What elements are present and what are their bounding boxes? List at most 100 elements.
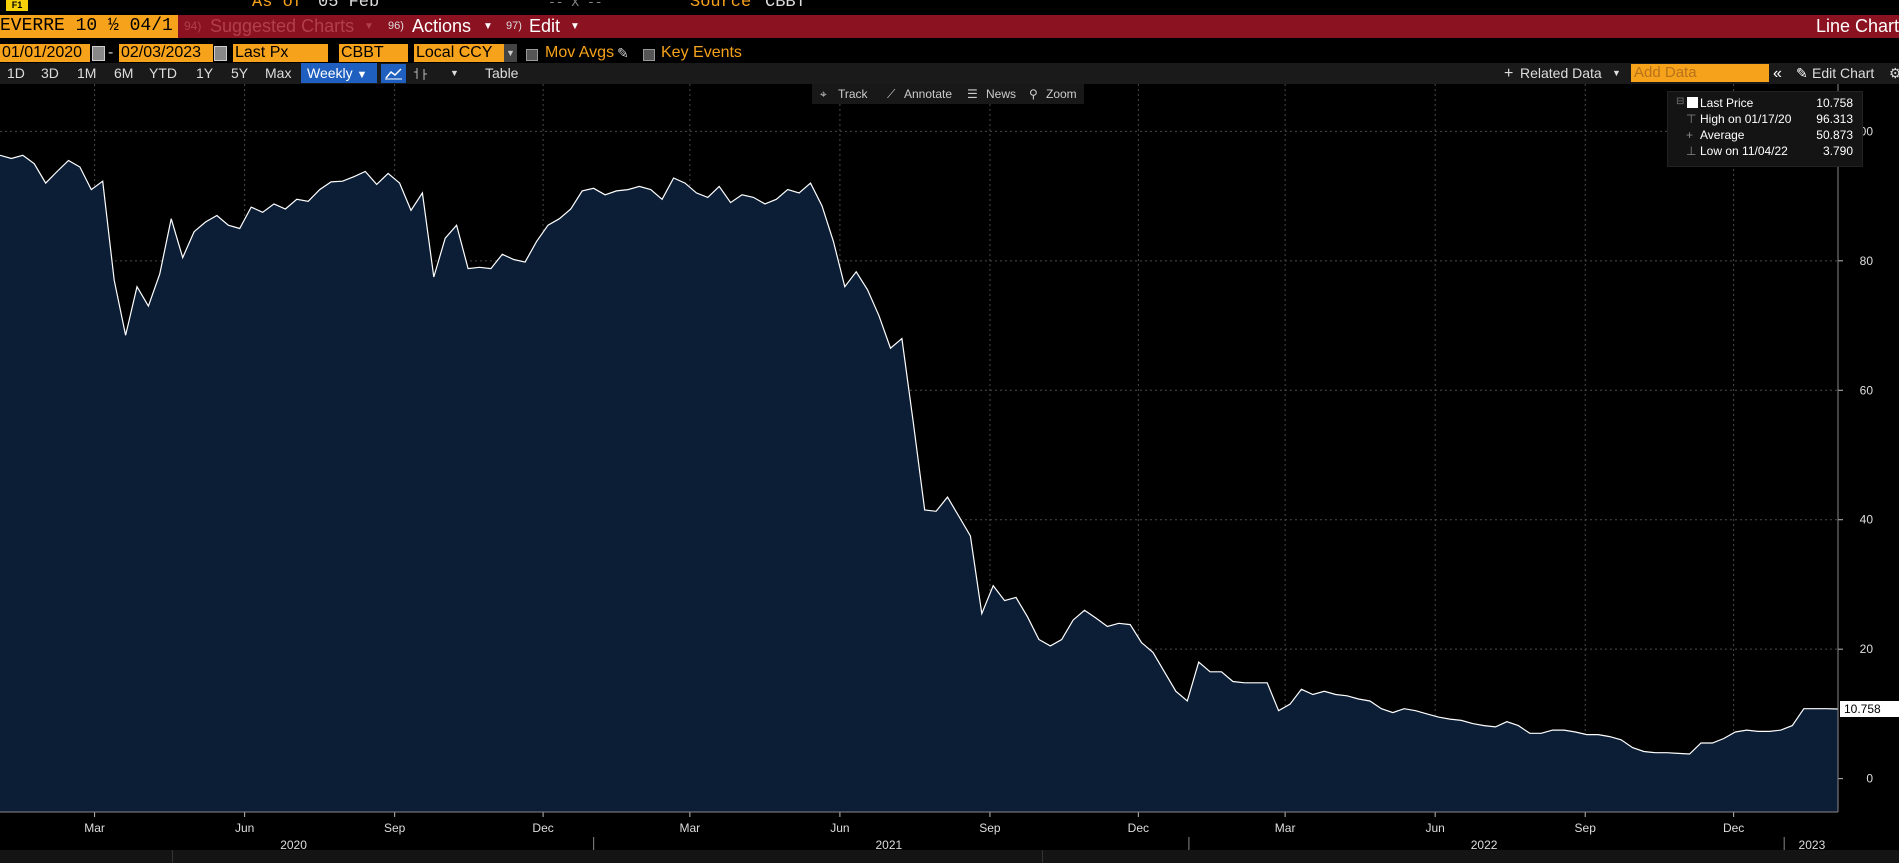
key-events-label[interactable]: Key Events: [661, 44, 742, 61]
news-icon: ☰: [967, 87, 978, 101]
legend-low-value: 3.790: [1822, 144, 1853, 158]
start-date-input[interactable]: 01/01/2020: [0, 44, 90, 62]
line-chart-icon[interactable]: [381, 64, 406, 83]
chart-tools-bar: [812, 84, 1084, 104]
range-1m-button[interactable]: 1M: [77, 65, 97, 81]
legend-average-label: Average: [1700, 128, 1745, 142]
x-tick-label: Sep: [1575, 821, 1597, 835]
average-marker-icon: +: [1686, 128, 1694, 142]
key-events-checkbox[interactable]: [643, 49, 655, 61]
x-tick-label: Jun: [830, 821, 849, 835]
edit-menu[interactable]: Edit: [529, 16, 561, 36]
crosshair-icon: ⌖: [820, 87, 827, 101]
chevron-down-icon: ▼: [483, 21, 493, 32]
table-button[interactable]: Table: [485, 65, 519, 81]
price-chart[interactable]: 02040608010010.758 MarJunSepDecMarJunSep…: [0, 84, 1899, 850]
zoom-icon: ⚲: [1029, 87, 1038, 101]
add-data-input[interactable]: Add Data: [1631, 64, 1769, 82]
collapse-legend-icon[interactable]: ⊟: [1676, 96, 1685, 107]
x-tick-label: Jun: [235, 821, 254, 835]
date-separator: -- X --: [548, 0, 603, 10]
calendar-icon[interactable]: [214, 46, 227, 61]
suggested-charts-number: 94): [184, 19, 202, 33]
chevron-down-icon[interactable]: ▼: [450, 68, 459, 78]
chevron-down-icon: ▼: [356, 69, 368, 81]
chevron-down-icon: ▼: [364, 21, 374, 32]
track-button[interactable]: Track: [838, 87, 868, 101]
y-tick-label: 80: [1860, 254, 1874, 268]
range-1y-button[interactable]: 1Y: [196, 65, 214, 81]
annotate-button[interactable]: Annotate: [904, 87, 953, 101]
chart-type-label[interactable]: Line Chart: [1815, 16, 1899, 36]
title-bar: [0, 15, 1899, 38]
x-tick-label: Sep: [979, 821, 1001, 835]
price-line: [0, 154, 1839, 755]
last-value-tag-bg: [1840, 701, 1899, 718]
function-key-badge: F1: [6, 0, 28, 11]
chevron-down-icon: ▼: [1612, 68, 1621, 78]
collapse-icon[interactable]: «: [1773, 65, 1782, 82]
y-tick-label: 40: [1860, 513, 1874, 527]
chart-legend[interactable]: [1667, 91, 1863, 167]
y-tick-label: 0: [1866, 772, 1873, 786]
range-toolbar: [0, 63, 1899, 84]
suggested-charts-menu[interactable]: Suggested Charts: [210, 16, 355, 36]
bottom-status-bar: [0, 850, 1899, 863]
zoom-button[interactable]: Zoom: [1046, 87, 1077, 101]
range-6m-button[interactable]: 6M: [114, 65, 134, 81]
news-button[interactable]: News: [986, 87, 1017, 101]
as-of-date: 05 Feb: [318, 0, 380, 12]
legend-last-price-label: Last Price: [1700, 96, 1754, 110]
edit-chart-button[interactable]: Edit Chart: [1812, 65, 1875, 81]
chevron-down-icon: ▼: [570, 21, 580, 32]
year-label: 2020: [280, 838, 307, 850]
mov-avgs-label[interactable]: Mov Avgs: [545, 44, 615, 61]
x-tick-label: Dec: [1128, 821, 1149, 835]
range-3d-button[interactable]: 3D: [41, 65, 59, 81]
range-max-button[interactable]: Max: [265, 65, 292, 81]
year-label: 2023: [1799, 838, 1826, 850]
calendar-icon[interactable]: [92, 46, 105, 61]
actions-number: 96): [388, 20, 404, 32]
legend-last-price-value: 10.758: [1816, 96, 1853, 110]
high-marker-icon: ⊤: [1686, 112, 1697, 126]
x-tick-label: Jun: [1425, 821, 1444, 835]
pencil-icon[interactable]: ✎: [617, 45, 629, 61]
x-tick-label: Mar: [84, 821, 105, 835]
currency-select[interactable]: Local CCY: [414, 44, 505, 62]
year-label: 2021: [875, 838, 902, 850]
x-tick-label: Sep: [384, 821, 406, 835]
as-of-label: As of: [252, 0, 304, 12]
bar-chart-icon[interactable]: [411, 64, 431, 83]
security-ticker-field[interactable]: EVERRE 10 ½ 04/1: [0, 15, 178, 38]
price-field-select[interactable]: Last Px: [233, 44, 328, 62]
range-ytd-button[interactable]: YTD: [149, 65, 177, 81]
range-5y-button[interactable]: 5Y: [231, 65, 249, 81]
chevron-down-icon[interactable]: ▼: [504, 44, 517, 62]
frequency-select[interactable]: Weekly ▼: [301, 63, 377, 83]
x-tick-label: Mar: [680, 821, 701, 835]
source-value: CBBT: [765, 0, 806, 12]
y-tick-label: 20: [1860, 642, 1874, 656]
pricing-source-select[interactable]: CBBT: [339, 44, 408, 62]
x-tick-label: Mar: [1275, 821, 1296, 835]
end-date-input[interactable]: 02/03/2023: [119, 44, 213, 62]
x-tick-label: Dec: [532, 821, 553, 835]
low-marker-icon: ⊥: [1686, 144, 1697, 158]
mov-avgs-checkbox[interactable]: [526, 49, 538, 61]
legend-average-value: 50.873: [1816, 128, 1853, 142]
year-label: 2022: [1471, 838, 1498, 850]
date-range-dash: -: [108, 44, 114, 61]
gear-icon[interactable]: ⚙: [1889, 65, 1899, 81]
actions-menu[interactable]: Actions: [412, 16, 472, 36]
related-data-menu[interactable]: Related Data: [1520, 65, 1602, 81]
price-area-fill: [0, 155, 1838, 813]
x-tick-label: Dec: [1723, 821, 1744, 835]
edit-number: 97): [506, 20, 522, 32]
x-axis: Mar Jun Sep Dec Mar Jun Sep Dec Mar Jun Sep Dec 2020…: [0, 811, 1838, 850]
range-1d-button[interactable]: 1D: [7, 65, 25, 81]
annotate-icon: ⟋: [887, 87, 896, 101]
last-price-swatch[interactable]: [1687, 97, 1698, 108]
divider: [172, 850, 173, 863]
divider: [1042, 850, 1043, 863]
